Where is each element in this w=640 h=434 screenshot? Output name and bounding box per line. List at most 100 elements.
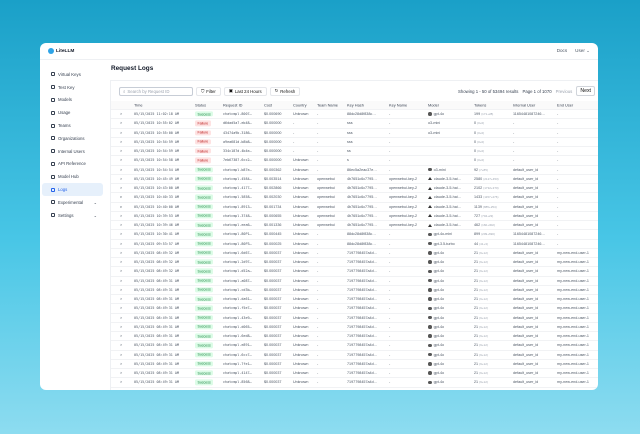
chevron-right-icon[interactable]: > (120, 297, 123, 302)
request-id-cell[interactable]: 334c187d-4b4e… (223, 149, 252, 154)
chevron-right-icon[interactable]: > (120, 139, 123, 144)
next-button[interactable]: Next (576, 86, 595, 96)
table-row[interactable]: > 05/15/2025 08:49:31 AM Success chatcmp… (111, 295, 598, 305)
chevron-right-icon[interactable]: > (120, 130, 123, 135)
sidebar-item-api-reference[interactable]: API Reference (42, 158, 103, 171)
table-row[interactable]: > 05/15/2025 08:49:31 AM Success chatcmp… (111, 277, 598, 286)
request-id-cell[interactable]: chatcmpl-8007… (223, 112, 252, 117)
request-id-cell[interactable]: chatcmpl-a087… (223, 278, 252, 283)
request-id-cell[interactable]: chatcmpl-5858… (223, 195, 252, 200)
request-id-cell[interactable]: chatcmpl-6d67… (223, 250, 252, 255)
table-row[interactable]: > 05/15/2025 08:49:31 AM Success chatcmp… (111, 369, 598, 379)
table-row[interactable]: > 05/15/2025 08:49:31 AM Success chatcmp… (111, 332, 598, 342)
sidebar-item-logs[interactable]: Logs (42, 183, 103, 196)
sidebar-item-organizations[interactable]: Organizations (42, 132, 103, 145)
chevron-right-icon[interactable]: > (120, 176, 123, 181)
request-id-cell[interactable]: chatcmpl-f5e7… (223, 306, 252, 311)
column-header[interactable]: Team Name (317, 102, 338, 108)
table-row[interactable]: > 05/15/2025 08:49:31 AM Success chatcmp… (111, 323, 598, 332)
chevron-right-icon[interactable]: > (120, 306, 123, 311)
refresh-button[interactable]: ↻ Refresh (269, 86, 301, 96)
chevron-right-icon[interactable]: > (120, 278, 123, 283)
sidebar-item-teams[interactable]: Teams (42, 119, 103, 132)
request-id-cell[interactable]: chatcmpl-da61… (223, 297, 252, 302)
request-id-cell[interactable]: 7eb67387-6cc2… (223, 158, 252, 163)
docs-link[interactable]: Docs (556, 48, 568, 53)
table-row[interactable]: > 05/15/2025 10:54:54 AM Success chatcmp… (111, 166, 598, 175)
column-header[interactable]: Request ID (223, 102, 243, 108)
table-row[interactable]: > 05/15/2025 10:55:00 AM Failure 43474a9… (111, 129, 598, 138)
request-id-cell[interactable]: a9ea681d-b8b8… (223, 139, 252, 144)
table-row[interactable]: > 05/15/2025 10:54:58 AM Failure 7eb6738… (111, 156, 598, 166)
request-id-cell[interactable]: chatcmpl-4147… (223, 371, 252, 376)
table-row[interactable]: v 05/15/2025 10:40:33 AM Success chatcmp… (111, 193, 598, 203)
request-id-cell[interactable]: chatcmpl-8913… (223, 204, 252, 209)
request-id-cell[interactable]: chatcmpl-cd3b… (223, 287, 252, 292)
request-id-cell[interactable]: 43474a9b-3186… (223, 130, 252, 135)
chevron-right-icon[interactable]: > (120, 121, 123, 126)
column-header[interactable]: Country (293, 102, 307, 108)
table-row[interactable]: > 05/15/2025 08:49:31 AM Success chatcmp… (111, 388, 598, 390)
table-row[interactable]: > 05/15/2025 10:39:53 AM Success chatcmp… (111, 212, 598, 221)
chevron-right-icon[interactable]: > (120, 334, 123, 339)
chevron-right-icon[interactable]: > (120, 223, 123, 228)
chevron-right-icon[interactable]: > (120, 380, 123, 385)
request-id-cell[interactable]: chatcmpl-b87e… (223, 167, 252, 172)
column-header[interactable]: Model (428, 102, 439, 108)
request-id-cell[interactable]: chatcmpl-3748… (223, 213, 252, 218)
table-row[interactable]: > 05/15/2025 08:49:31 AM Success chatcmp… (111, 286, 598, 295)
chevron-right-icon[interactable]: > (120, 167, 123, 172)
user-menu[interactable]: User ⌄ (575, 48, 590, 54)
request-id-cell[interactable]: chatcmpl-8568… (223, 380, 252, 385)
request-id-cell[interactable]: chatcmpl-eea6… (223, 223, 252, 228)
time-range-button[interactable]: ▣ Last 24 Hours (223, 86, 267, 96)
logo[interactable]: LiteLLM (48, 48, 74, 54)
search-input[interactable]: ⌕ Search by Request ID (119, 86, 193, 96)
chevron-right-icon[interactable]: > (120, 287, 123, 292)
sidebar-item-experimental[interactable]: Experimental ⌄ (42, 196, 103, 209)
sidebar-item-settings[interactable]: Settings ⌄ (42, 209, 103, 222)
chevron-right-icon[interactable]: > (120, 149, 123, 154)
chevron-right-icon[interactable]: > (120, 158, 123, 163)
sidebar-item-models[interactable]: Models (42, 94, 103, 107)
request-id-cell[interactable]: chatcmpl-4584… (223, 176, 252, 181)
chevron-right-icon[interactable]: > (120, 343, 123, 348)
table-row[interactable]: > 05/15/2025 10:45:49 AM Success chatcmp… (111, 175, 598, 184)
request-id-cell[interactable]: chatcmpl-4177… (223, 186, 252, 191)
table-row[interactable]: > 05/15/2025 10:55:02 AM Failure d6dad5a… (111, 119, 598, 129)
chevron-right-icon[interactable]: > (120, 315, 123, 320)
chevron-right-icon[interactable]: > (120, 186, 123, 191)
column-header[interactable]: Time (134, 102, 143, 108)
sidebar-item-usage[interactable]: Usage (42, 106, 103, 119)
chevron-right-icon[interactable]: > (120, 361, 123, 366)
chevron-right-icon[interactable]: > (120, 232, 123, 237)
column-header[interactable]: Tokens (474, 102, 487, 108)
column-header[interactable]: Status (195, 102, 207, 108)
table-row[interactable]: > 05/15/2025 08:49:31 AM Success chatcmp… (111, 351, 598, 360)
request-id-cell[interactable]: chatcmpl-d065… (223, 324, 252, 329)
previous-button[interactable]: Previous (555, 88, 573, 94)
table-row[interactable]: > 05/15/2025 10:43:00 AM Success chatcmp… (111, 184, 598, 194)
chevron-right-icon[interactable]: > (120, 352, 123, 357)
table-row[interactable]: > 05/15/2025 09:53:57 AM Success chatcmp… (111, 240, 598, 249)
chevron-right-icon[interactable]: > (120, 112, 123, 117)
filter-button[interactable]: ⛉ Filter (196, 86, 221, 96)
column-header[interactable]: Cost (264, 102, 272, 108)
chevron-right-icon[interactable]: > (120, 371, 123, 376)
column-header[interactable]: Internal User (513, 102, 536, 108)
table-row[interactable]: > 05/15/2025 08:49:32 AM Success chatcmp… (111, 258, 598, 268)
table-row[interactable]: > 05/15/2025 08:49:32 AM Success chatcmp… (111, 249, 598, 258)
chevron-right-icon[interactable]: > (120, 250, 123, 255)
request-id-cell[interactable]: chatcmpl-6ed8… (223, 334, 252, 339)
column-header[interactable]: Key Name (389, 102, 408, 108)
column-header[interactable]: End User (557, 102, 574, 108)
column-header[interactable]: Key Hash (347, 102, 364, 108)
request-id-cell[interactable]: chatcmpl-80P1… (223, 232, 252, 237)
request-id-cell[interactable]: chatcmpl-43e9… (223, 315, 252, 320)
chevron-right-icon[interactable]: > (120, 241, 123, 246)
table-row[interactable]: > 05/15/2025 08:49:31 AM Success chatcmp… (111, 378, 598, 388)
request-id-cell[interactable]: chatcmpl-2d97… (223, 260, 252, 265)
sidebar-item-test-key[interactable]: Test Key (42, 81, 103, 94)
chevron-down-icon[interactable]: v (120, 204, 122, 209)
request-id-cell[interactable]: chatcmpl-d52a… (223, 269, 252, 274)
